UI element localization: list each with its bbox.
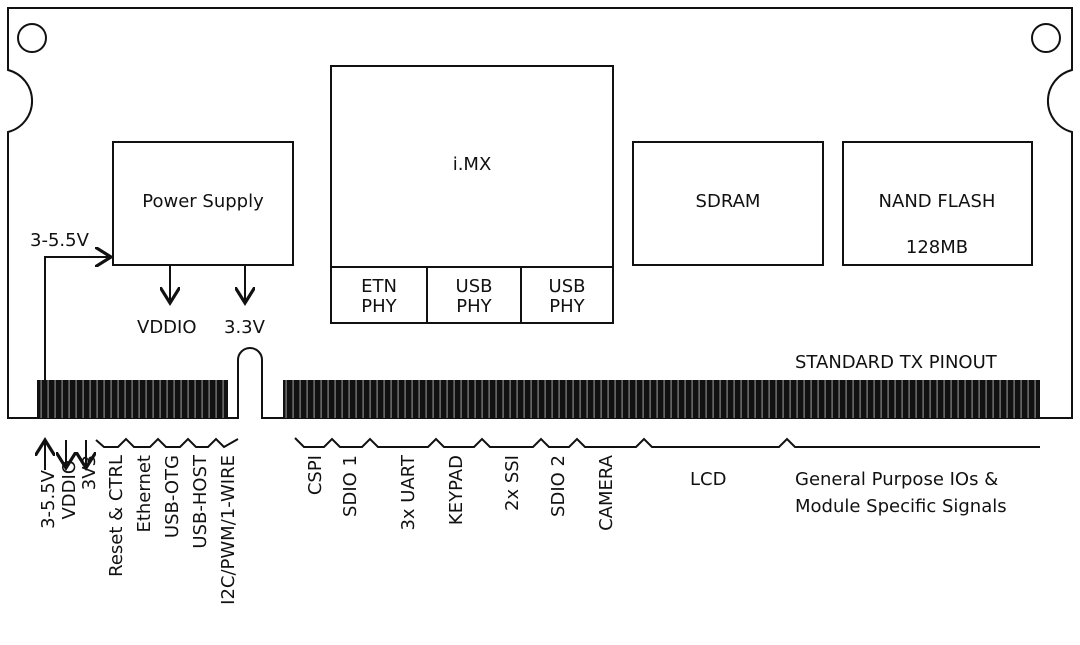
power-supply-label: Power Supply bbox=[142, 191, 264, 212]
signal-label: SDIO 1 bbox=[340, 455, 361, 517]
signal-label: 2x SSI bbox=[502, 455, 523, 511]
signal-label: USB-OTG bbox=[162, 455, 183, 538]
imx-block bbox=[330, 65, 614, 324]
v33-label: 3.3V bbox=[224, 317, 266, 338]
signal-label: USB-HOST bbox=[190, 454, 211, 549]
signal-label: 3x UART bbox=[398, 454, 419, 531]
signal-label: I2C/PWM/1-WIRE bbox=[218, 455, 239, 605]
power-input-arrow bbox=[44, 257, 111, 380]
signal-label: CSPI bbox=[305, 455, 326, 495]
usb-phy-2-label-1: USB bbox=[549, 276, 586, 297]
vddio-label: VDDIO bbox=[137, 317, 197, 338]
mounting-hole-left bbox=[17, 23, 47, 53]
nand-flash-block bbox=[842, 141, 1033, 266]
pinout-title: STANDARD TX PINOUT bbox=[795, 352, 998, 373]
nand-size-label: 128MB bbox=[906, 237, 968, 258]
power-input-label: 3-5.5V bbox=[30, 230, 90, 251]
signal-label: CAMERA bbox=[596, 454, 617, 531]
etn-phy-label-2: PHY bbox=[361, 296, 397, 317]
edge-connector-left bbox=[37, 380, 228, 418]
usb-phy-1-label-2: PHY bbox=[456, 296, 492, 317]
mounting-hole-right bbox=[1031, 23, 1061, 53]
signal-brace-right bbox=[294, 437, 1040, 448]
phy-dividers bbox=[331, 266, 613, 323]
nand-flash-label: NAND FLASH bbox=[879, 191, 996, 212]
board-outline bbox=[7, 7, 1073, 419]
signal-brace-left bbox=[95, 437, 239, 449]
signal-label: SDIO 2 bbox=[548, 455, 569, 517]
signal-label: Ethernet bbox=[134, 455, 155, 533]
power-supply-block bbox=[112, 141, 294, 266]
signal-label: VDDIO bbox=[59, 460, 80, 520]
sdram-label: SDRAM bbox=[696, 191, 761, 212]
signal-label: Reset & CTRL bbox=[106, 455, 127, 577]
sdram-block bbox=[632, 141, 824, 266]
signal-label: KEYPAD bbox=[446, 455, 467, 525]
edge-connector-right bbox=[283, 380, 1040, 418]
imx-label: i.MX bbox=[453, 154, 492, 175]
lcd-label: LCD bbox=[690, 469, 726, 490]
usb-phy-2-label-2: PHY bbox=[549, 296, 585, 317]
signal-label: 3V3 bbox=[79, 455, 100, 490]
gpio-label-2: Module Specific Signals bbox=[795, 496, 1007, 517]
etn-phy-label-1: ETN bbox=[361, 276, 397, 297]
signal-label: 3-5.5V bbox=[38, 469, 59, 529]
usb-phy-1-label-1: USB bbox=[456, 276, 493, 297]
gpio-label-1: General Purpose IOs & bbox=[795, 469, 998, 490]
